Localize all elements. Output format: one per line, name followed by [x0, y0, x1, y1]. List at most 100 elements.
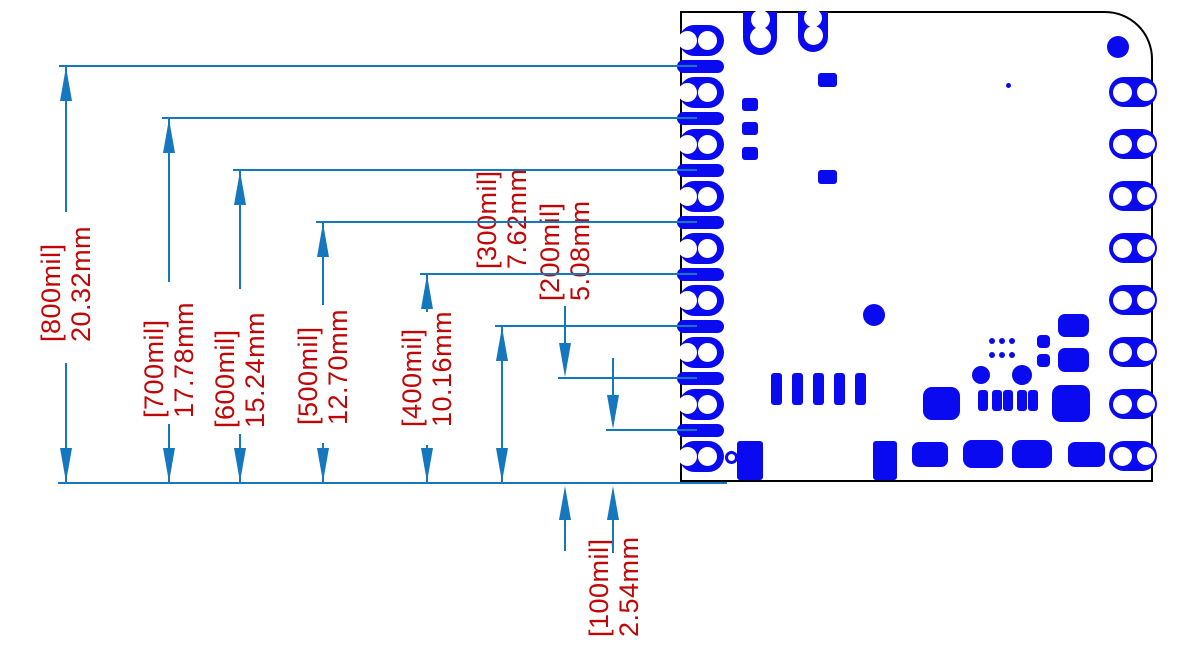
smd-pad	[1052, 385, 1090, 422]
smd-pad	[992, 390, 1002, 411]
pad-hole	[1137, 83, 1155, 101]
left-edge-bar-pad	[677, 215, 724, 229]
via-dot	[988, 337, 996, 345]
pad-hole	[697, 134, 717, 154]
pad-hole	[1112, 290, 1132, 310]
dimension-arrow-800mil	[59, 67, 72, 101]
smd-pad	[923, 387, 960, 420]
pad-hole	[1137, 187, 1155, 205]
pad-hole	[1112, 342, 1132, 362]
pad-hole	[697, 82, 717, 102]
dimension-arrow-400mil	[420, 448, 433, 482]
dim-label-mil-text: [500mil]	[293, 326, 323, 425]
dim-label-mm-text: 15.24mm	[240, 311, 270, 428]
smd-pad	[1058, 348, 1089, 372]
dimension-line-100mil	[611, 517, 615, 553]
dimension-line-200mil	[563, 517, 567, 551]
left-edge-bar-pad	[677, 59, 724, 73]
dimension-extension-line-200mil	[558, 376, 697, 380]
dimension-line-800mil	[64, 66, 68, 212]
smd-pad	[1003, 390, 1013, 411]
smd-pad	[978, 390, 988, 411]
smd-pad	[1068, 442, 1105, 467]
dimension-line-300mil	[500, 326, 504, 483]
pad-hole	[1137, 291, 1155, 309]
pad-hole	[677, 342, 697, 362]
smd-pad	[1037, 335, 1050, 348]
smd-pad	[737, 441, 763, 480]
pad-hole	[677, 394, 697, 414]
smd-pad	[912, 442, 948, 467]
dim-label-mil-text: [700mil]	[139, 319, 169, 418]
pad-hole	[677, 30, 697, 50]
smd-pad	[1012, 440, 1052, 468]
pad-hole	[697, 446, 717, 466]
dimension-line-200mil	[563, 306, 567, 345]
pad-hole	[1112, 82, 1132, 102]
dim-label-mil-text: [800mil]	[36, 243, 66, 342]
left-edge-bar-pad	[677, 319, 724, 333]
dimension-extension-line-100mil	[606, 428, 697, 432]
pad-hole	[1112, 134, 1132, 154]
smd-pad	[771, 373, 782, 405]
pad-hole	[803, 25, 823, 45]
pad-hole	[1137, 239, 1155, 257]
dimension-extension-line-800mil	[59, 64, 697, 68]
dim-label-mm-text: 7.62mm	[502, 168, 532, 269]
left-edge-bar-pad	[677, 267, 724, 281]
via-dot	[988, 351, 996, 359]
dimension-arrow-600mil	[233, 448, 246, 482]
smd-pad	[834, 373, 845, 405]
dim-label-mil-text: [400mil]	[397, 328, 427, 427]
round-pad	[863, 304, 885, 326]
pad-hole	[677, 82, 697, 102]
pad-hole	[804, 9, 822, 27]
pad-hole	[1112, 394, 1132, 414]
dimension-line-600mil	[238, 170, 242, 289]
smd-pad	[1058, 314, 1089, 337]
via-dot	[998, 337, 1006, 345]
dimension-arrow-100mil	[606, 486, 619, 520]
dimension-extension-line-500mil	[316, 220, 697, 224]
via-dot	[998, 351, 1006, 359]
pad-hole	[1112, 186, 1132, 206]
smd-pad	[873, 441, 897, 480]
pad-hole	[1137, 447, 1155, 465]
dimension-line-700mil	[167, 118, 171, 282]
smd-pad	[1017, 390, 1027, 411]
pad-hole	[1137, 343, 1155, 361]
dimension-extension-line-400mil	[420, 272, 697, 276]
dimension-arrow-700mil	[162, 448, 175, 482]
pad-hole	[677, 134, 697, 154]
round-pad	[972, 366, 990, 384]
dim-label-500mil: [500mil] 12.70mm	[293, 309, 353, 425]
via-dot	[1008, 337, 1016, 345]
dimension-baseline	[58, 481, 727, 485]
pin1-indicator-ring	[725, 451, 738, 464]
smd-pad	[818, 170, 837, 184]
pad-hole	[697, 394, 717, 414]
smd-pad	[818, 73, 837, 87]
dimension-arrow-200mil	[558, 486, 571, 520]
pad-hole	[697, 290, 717, 310]
dim-label-mm-text: 10.16mm	[427, 310, 457, 427]
pad-hole	[697, 186, 717, 206]
dim-label-mil-text: [100mil]	[584, 538, 614, 637]
corner-round-pad	[1107, 36, 1129, 58]
smd-pad	[742, 98, 758, 111]
pad-hole	[1137, 135, 1155, 153]
smd-pad	[963, 440, 1003, 468]
dim-label-800mil: [800mil] 20.32mm	[36, 226, 96, 342]
round-pad	[1012, 365, 1032, 385]
dimension-arrow-700mil	[162, 119, 175, 153]
dimension-arrow-500mil	[316, 448, 329, 482]
via-dot	[1005, 82, 1011, 88]
pad-hole	[1112, 446, 1132, 466]
dimension-line-500mil	[321, 222, 325, 305]
dimension-arrow-600mil	[233, 171, 246, 205]
dimension-arrow-800mil	[59, 448, 72, 482]
pad-hole	[677, 446, 697, 466]
dimension-arrow-400mil	[420, 275, 433, 309]
dimension-extension-line-700mil	[162, 116, 697, 120]
